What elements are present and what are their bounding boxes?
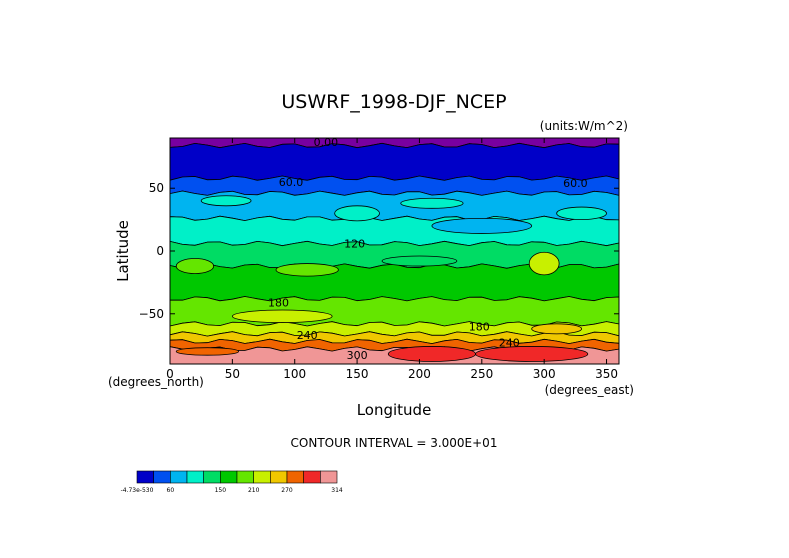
y-axis-label: Latitude: [114, 220, 132, 282]
contour-band: [170, 296, 619, 327]
colorbar-tick-label: 314: [331, 487, 343, 494]
contour-label: 180: [268, 296, 289, 309]
x-tick-label: 0: [166, 367, 174, 381]
contour-patch: [431, 217, 533, 234]
x-axis-label: Longitude: [357, 401, 432, 419]
contour-label: 240: [499, 337, 520, 350]
x-tick-label: 250: [470, 367, 493, 381]
contour-label: 60.0: [563, 177, 588, 190]
colorbar-tick-label: -4.73e-530: [121, 487, 154, 494]
contour-labels: 0.00 60.0 60.0 120 180 240 180 240 300: [268, 136, 588, 362]
colorbar-swatch: [303, 470, 321, 484]
contour-plot-area: [170, 138, 619, 364]
y-axis-ticks: 50 0 −50: [139, 181, 619, 321]
colorbar-swatch: [270, 470, 288, 484]
colorbar-swatch: [220, 470, 238, 484]
y-unit-label: (degrees_north): [108, 375, 204, 389]
colorbar-tick-label: 270: [281, 487, 293, 494]
y-tick-label: −50: [139, 307, 164, 321]
colorbar-swatch: [320, 470, 338, 484]
contour-label: 0.00: [314, 136, 339, 149]
chart-title: USWRF_1998-DJF_NCEP: [281, 91, 506, 113]
contour-patch: [381, 255, 458, 267]
colorbar-tick-label: 210: [248, 487, 260, 494]
x-tick-label: 350: [595, 367, 618, 381]
contour-interval-note: CONTOUR INTERVAL = 3.000E+01: [291, 436, 498, 450]
contour-patch: [528, 251, 560, 276]
contour-patch: [231, 309, 333, 323]
contour-patch: [387, 346, 476, 362]
contour-patch: [200, 195, 252, 207]
contour-label: 240: [297, 329, 318, 342]
contour-patch: [275, 263, 339, 277]
colorbar-swatch: [286, 470, 304, 484]
colorbar-tick-label: 150: [215, 487, 227, 494]
contour-label: 60.0: [279, 176, 304, 189]
contour-patch: [531, 323, 582, 335]
contour-band: [170, 142, 619, 181]
x-tick-label: 300: [533, 367, 556, 381]
colorbar-swatch: [236, 470, 254, 484]
x-tick-label: 100: [283, 367, 306, 381]
contour-label: 120: [344, 237, 365, 250]
x-tick-label: 50: [225, 367, 240, 381]
contour-patch: [175, 258, 215, 275]
contour-patch: [556, 206, 607, 221]
x-tick-label: 200: [408, 367, 431, 381]
colorbar: -4.73e-530 60 150 210 270 314: [121, 470, 343, 494]
colorbar-swatch: [203, 470, 221, 484]
y-tick-label: 0: [156, 244, 164, 258]
colorbar-swatch: [153, 470, 171, 484]
colorbar-swatch: [186, 470, 204, 484]
colorbar-swatch: [253, 470, 271, 484]
contour-patch: [475, 346, 589, 362]
contour-label: 180: [469, 320, 490, 333]
y-tick-label: 50: [149, 181, 164, 195]
x-unit-label: (degrees_east): [545, 383, 634, 397]
contour-band: [170, 190, 619, 222]
contour-patch: [400, 197, 464, 209]
contour-patch: [175, 347, 239, 356]
colorbar-tick-label: 60: [167, 487, 175, 494]
colorbar-swatch: [170, 470, 188, 484]
contour-patch: [334, 205, 380, 222]
contour-label: 300: [347, 349, 368, 362]
x-axis-ticks: 0 50 100 150 200 250 300 350: [166, 138, 618, 381]
x-tick-label: 150: [346, 367, 369, 381]
units-label: (units:W/m^2): [540, 119, 628, 133]
colorbar-swatch: [136, 470, 154, 484]
